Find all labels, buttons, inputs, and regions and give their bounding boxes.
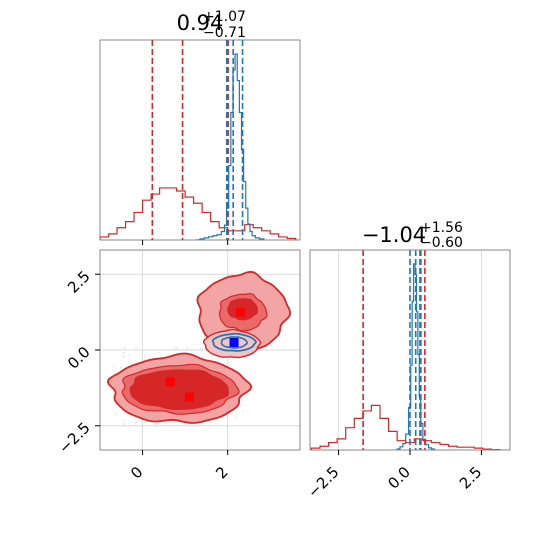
blue-histogram [396, 263, 435, 450]
param1-lower-error: −0.71 [203, 25, 246, 41]
sample-point [113, 365, 115, 367]
sample-point [135, 421, 138, 423]
sample-point [153, 353, 156, 356]
x-tick-label: 0.0 [384, 463, 414, 493]
param1-upper-error: +1.07 [203, 9, 246, 25]
sample-point [156, 422, 159, 425]
joint-contour-plot: 0 2 −2.5 0.0 2.5 [55, 249, 301, 482]
sample-point [123, 412, 126, 414]
sample-point [122, 355, 125, 358]
blue-peak-marker [229, 337, 239, 347]
param2-upper-error: +1.56 [420, 220, 463, 236]
sample-point [123, 419, 125, 422]
sample-point [175, 346, 178, 349]
sample-point [122, 351, 125, 354]
param2-median: −1.04 [362, 223, 426, 247]
sample-point [135, 347, 137, 349]
sample-point [186, 346, 188, 349]
y-tick-label: 2.5 [64, 267, 94, 297]
sample-point [148, 349, 150, 352]
param1-median: 0.94 [177, 11, 224, 35]
sample-point [242, 399, 244, 401]
sample-point [134, 424, 136, 427]
red-peak-marker-2 [235, 307, 245, 317]
param2-lower-error: −0.60 [420, 235, 463, 251]
marginal-histogram-param2: −2.5 0.0 2.5 −1.04 +1.56 −0.60 [304, 220, 511, 501]
sample-point [242, 410, 244, 412]
sample-point [124, 346, 126, 349]
sample-point [120, 366, 122, 369]
sample-point [144, 355, 147, 357]
red-peak-marker-0 [165, 377, 175, 387]
red-histogram [100, 187, 297, 240]
sample-point [234, 416, 237, 419]
sample-point [123, 423, 125, 425]
sample-point [157, 351, 160, 354]
marginal-histogram-param1: 0.94 +1.07 −0.71 [99, 9, 301, 245]
y-tick-label: 0.0 [64, 343, 94, 373]
y-tick-label: −2.5 [55, 419, 93, 457]
x-tick-label: 2 [212, 463, 231, 482]
x-tick-label: 2.5 [456, 463, 486, 493]
sample-point [165, 422, 167, 425]
sample-point [115, 412, 117, 415]
red-contour-inner-lower [129, 369, 229, 410]
red-peak-marker-1 [184, 392, 194, 402]
sample-point [134, 422, 137, 424]
sample-point [201, 356, 204, 359]
panel-frame [99, 39, 301, 241]
blue-histogram [195, 53, 265, 240]
x-tick-label: 0 [127, 463, 146, 482]
sample-point [270, 344, 273, 347]
x-tick-label: −2.5 [304, 463, 342, 501]
blue-contour-outer [211, 332, 257, 352]
param1-title: 0.94 [177, 11, 224, 35]
sample-point [128, 354, 130, 356]
sample-point [174, 348, 176, 351]
sample-point [129, 362, 131, 365]
sample-point [154, 423, 157, 425]
blue-contour-inner [220, 336, 248, 349]
